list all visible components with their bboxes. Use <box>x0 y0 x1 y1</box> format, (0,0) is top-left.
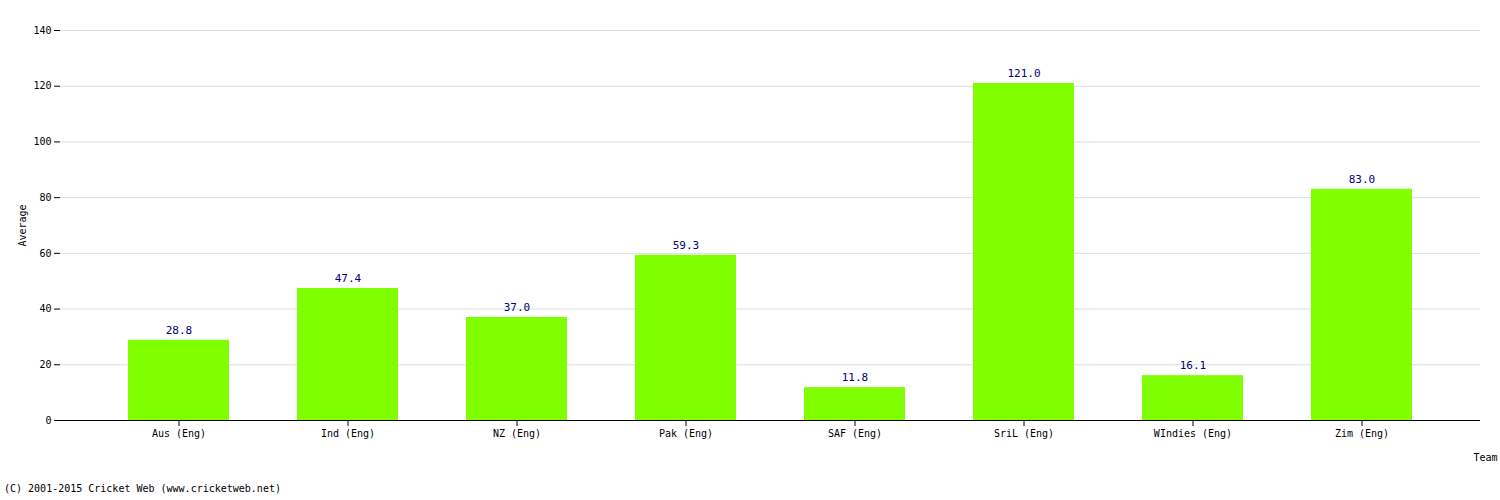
svg-text:NZ (Eng): NZ (Eng) <box>493 428 541 439</box>
svg-text:Aus (Eng): Aus (Eng) <box>152 428 206 439</box>
svg-text:40: 40 <box>39 303 51 314</box>
svg-text:Ind (Eng): Ind (Eng) <box>321 428 375 439</box>
svg-text:11.8: 11.8 <box>842 371 869 384</box>
svg-text:47.4: 47.4 <box>335 272 362 285</box>
svg-text:60: 60 <box>39 248 51 259</box>
svg-text:SAF (Eng): SAF (Eng) <box>828 428 882 439</box>
svg-text:20: 20 <box>39 359 51 370</box>
svg-text:0: 0 <box>45 415 51 426</box>
svg-text:Pak (Eng): Pak (Eng) <box>659 428 713 439</box>
svg-text:59.3: 59.3 <box>673 239 700 252</box>
html-text:(C) 2001-2015 Cricket Web (www: (C) 2001-2015 Cricket Web (www.cricketwe… <box>4 483 281 494</box>
svg-text:Zim (Eng): Zim (Eng) <box>1335 428 1389 439</box>
svg-text:WIndies (Eng): WIndies (Eng) <box>1154 428 1232 439</box>
svg-text:100: 100 <box>33 136 51 147</box>
svg-text:140: 140 <box>33 25 51 36</box>
svg-text:Average: Average <box>17 204 28 246</box>
svg-text:120: 120 <box>33 80 51 91</box>
svg-text:37.0: 37.0 <box>504 301 531 314</box>
svg-text:80: 80 <box>39 192 51 203</box>
svg-text:28.8: 28.8 <box>166 324 193 337</box>
svg-text:SriL (Eng): SriL (Eng) <box>994 428 1054 439</box>
svg-text:121.0: 121.0 <box>1007 67 1040 80</box>
svg-text:16.1: 16.1 <box>1180 359 1207 372</box>
svg-text:Team: Team <box>1473 452 1497 463</box>
svg-text:83.0: 83.0 <box>1349 173 1376 186</box>
